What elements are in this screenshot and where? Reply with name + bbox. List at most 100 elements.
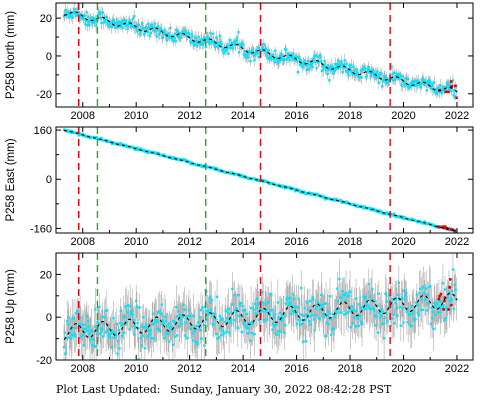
data-point xyxy=(206,36,209,39)
data-point xyxy=(286,52,290,55)
data-point xyxy=(153,322,156,325)
data-point xyxy=(376,331,380,334)
data-point xyxy=(169,26,172,30)
data-point xyxy=(384,81,387,84)
data-point xyxy=(110,25,113,29)
data-point xyxy=(300,313,304,317)
data-point xyxy=(414,301,418,304)
data-point xyxy=(350,63,353,66)
data-point xyxy=(314,313,317,316)
data-point xyxy=(335,311,338,314)
x-tick-label: 2014 xyxy=(231,236,255,248)
data-point xyxy=(387,294,390,297)
data-point xyxy=(121,322,125,326)
outlier-point xyxy=(447,308,450,311)
data-point xyxy=(66,319,69,323)
data-point xyxy=(249,306,253,310)
data-point xyxy=(286,57,289,60)
data-point xyxy=(163,315,167,318)
data-point xyxy=(318,303,322,307)
data-point xyxy=(390,77,394,80)
data-point xyxy=(203,36,206,39)
data-point xyxy=(276,301,280,304)
data-point xyxy=(92,16,95,20)
outlier-point xyxy=(441,225,444,228)
data-point xyxy=(183,334,187,337)
outlier-point xyxy=(437,297,441,301)
data-point xyxy=(365,74,368,78)
data-point xyxy=(112,18,115,21)
data-point xyxy=(215,332,218,336)
data-point xyxy=(86,319,90,323)
data-point xyxy=(192,43,195,46)
data-point xyxy=(71,16,74,19)
data-point xyxy=(269,309,272,312)
data-point xyxy=(145,149,149,153)
data-point xyxy=(255,306,258,309)
data-point xyxy=(453,89,456,92)
data-point xyxy=(101,11,104,14)
data-point xyxy=(258,308,262,311)
data-point xyxy=(299,59,302,62)
data-point xyxy=(211,32,215,36)
data-point xyxy=(280,55,284,58)
data-point xyxy=(267,57,271,60)
data-point xyxy=(440,300,443,303)
outlier-point xyxy=(450,303,453,307)
data-point xyxy=(383,74,386,78)
data-point xyxy=(95,332,98,336)
data-point xyxy=(354,325,357,328)
data-point xyxy=(366,70,369,73)
data-point xyxy=(191,35,194,38)
data-point xyxy=(401,75,405,78)
data-point xyxy=(256,52,260,55)
data-point xyxy=(419,81,422,84)
data-point xyxy=(69,10,72,14)
data-point xyxy=(183,308,186,312)
panel-frame-east xyxy=(55,126,474,234)
data-point xyxy=(138,306,141,309)
data-point xyxy=(167,332,170,335)
outlier-point xyxy=(438,294,441,298)
data-point xyxy=(221,47,225,50)
data-point xyxy=(388,73,392,76)
data-point xyxy=(260,310,264,313)
data-point xyxy=(304,64,308,67)
data-point xyxy=(237,314,241,318)
data-point xyxy=(427,80,430,83)
data-point xyxy=(247,56,250,59)
data-point xyxy=(225,45,229,48)
data-point xyxy=(104,331,108,334)
x-tick-label: 2010 xyxy=(124,363,148,375)
data-point xyxy=(213,312,217,316)
data-point xyxy=(159,329,162,333)
outlier-point xyxy=(444,225,447,228)
data-point xyxy=(78,13,82,17)
data-point xyxy=(299,191,302,194)
data-point xyxy=(271,322,275,326)
data-point xyxy=(181,315,185,319)
data-point xyxy=(306,68,310,71)
data-point xyxy=(157,33,161,36)
data-point xyxy=(399,324,403,327)
data-point xyxy=(184,29,187,33)
data-point xyxy=(395,72,399,76)
data-point xyxy=(401,307,405,310)
data-point xyxy=(63,331,66,334)
data-point xyxy=(381,79,384,82)
data-point xyxy=(235,36,239,39)
outlier-point xyxy=(455,96,458,100)
data-point xyxy=(410,324,413,328)
data-point xyxy=(282,316,285,319)
data-point xyxy=(186,336,189,340)
data-point xyxy=(204,45,207,49)
data-point xyxy=(427,302,430,305)
data-point xyxy=(137,358,141,360)
data-point xyxy=(245,54,248,57)
data-point xyxy=(145,322,148,326)
data-point xyxy=(346,294,349,298)
data-point xyxy=(417,314,421,317)
data-point xyxy=(437,299,441,303)
data-point xyxy=(334,199,338,202)
data-point xyxy=(418,291,421,294)
